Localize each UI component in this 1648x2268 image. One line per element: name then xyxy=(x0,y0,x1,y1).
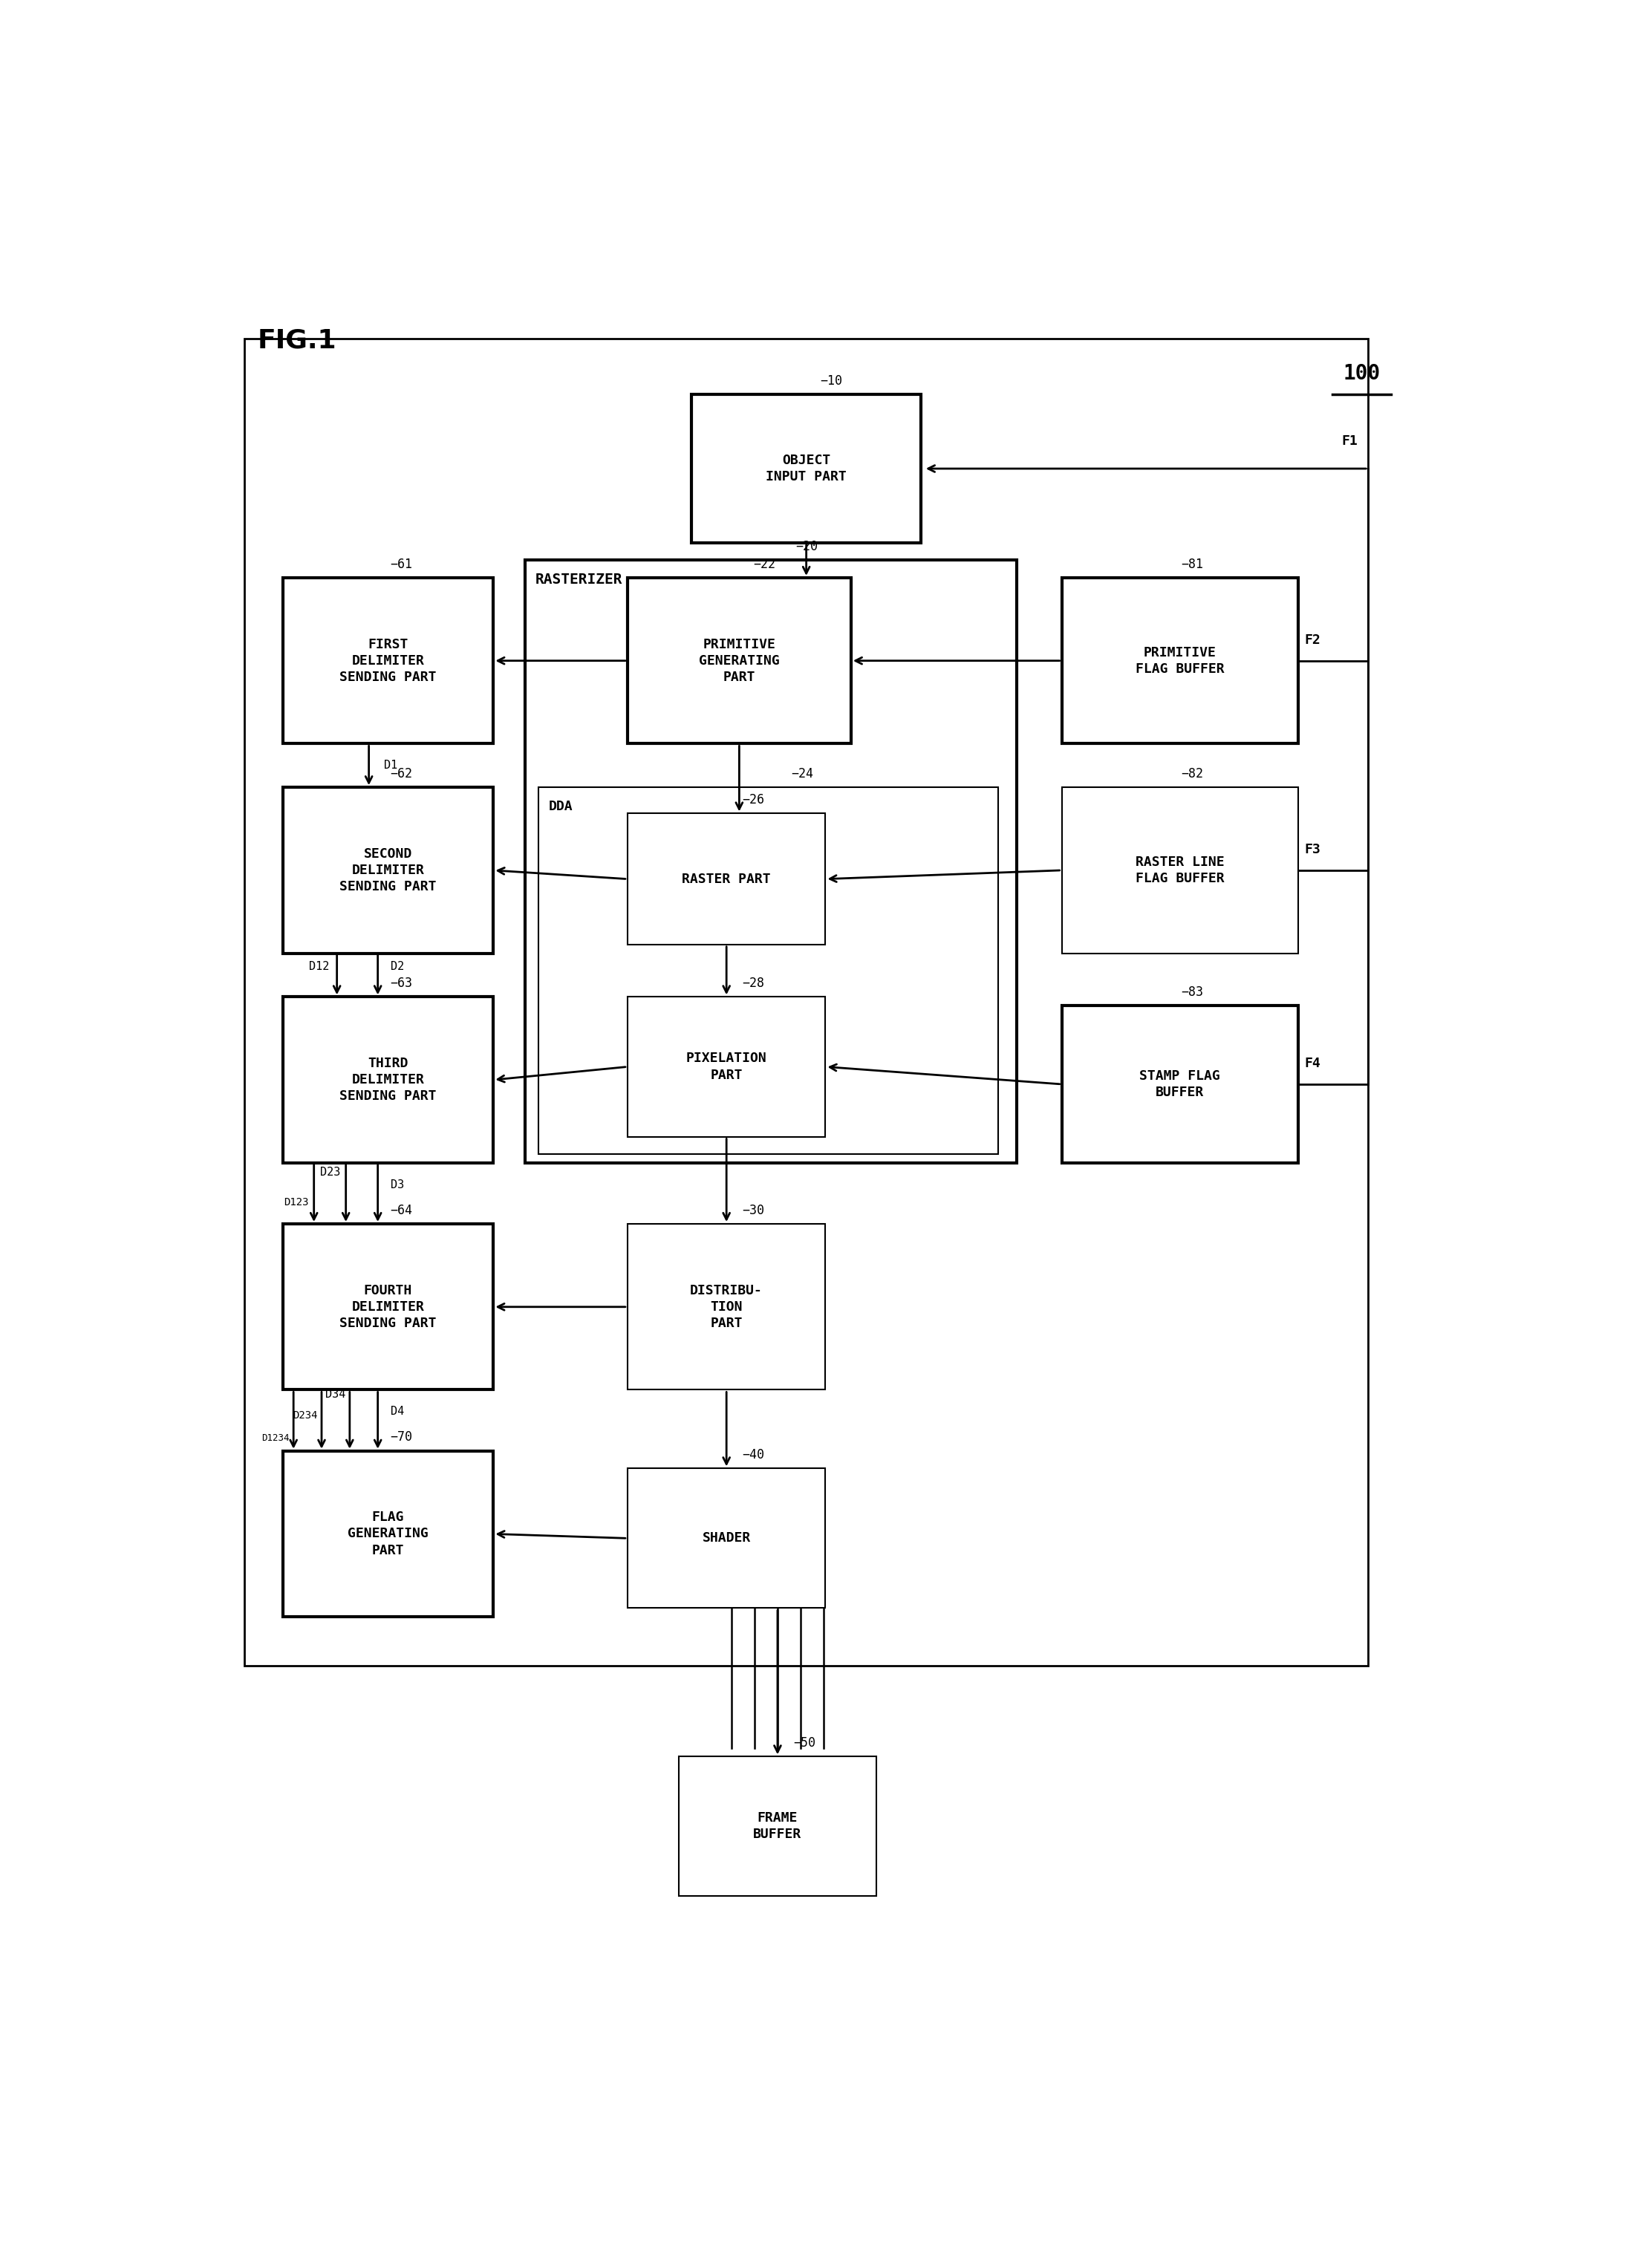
Text: D23: D23 xyxy=(320,1166,341,1177)
Text: PRIMITIVE
GENERATING
PART: PRIMITIVE GENERATING PART xyxy=(699,637,780,685)
Text: PRIMITIVE
FLAG BUFFER: PRIMITIVE FLAG BUFFER xyxy=(1135,646,1224,676)
FancyBboxPatch shape xyxy=(1061,578,1299,744)
Text: F1: F1 xyxy=(1341,433,1358,447)
FancyBboxPatch shape xyxy=(537,787,999,1154)
Text: RASTER PART: RASTER PART xyxy=(682,873,771,887)
Text: −64: −64 xyxy=(391,1204,412,1218)
Text: D12: D12 xyxy=(308,962,330,973)
FancyBboxPatch shape xyxy=(283,787,493,953)
Text: FOURTH
DELIMITER
SENDING PART: FOURTH DELIMITER SENDING PART xyxy=(339,1284,437,1329)
Text: F2: F2 xyxy=(1305,633,1320,646)
Text: FIRST
DELIMITER
SENDING PART: FIRST DELIMITER SENDING PART xyxy=(339,637,437,685)
Text: THIRD
DELIMITER
SENDING PART: THIRD DELIMITER SENDING PART xyxy=(339,1057,437,1102)
Text: STAMP FLAG
BUFFER: STAMP FLAG BUFFER xyxy=(1139,1068,1220,1100)
Text: DDA: DDA xyxy=(549,801,572,812)
Text: D3: D3 xyxy=(391,1179,404,1191)
Text: RASTER LINE
FLAG BUFFER: RASTER LINE FLAG BUFFER xyxy=(1135,855,1224,885)
Text: F3: F3 xyxy=(1305,844,1320,857)
Text: 100: 100 xyxy=(1343,363,1381,383)
Text: RASTERIZER: RASTERIZER xyxy=(536,572,623,587)
FancyBboxPatch shape xyxy=(628,578,850,744)
Text: −82: −82 xyxy=(1182,767,1203,780)
FancyBboxPatch shape xyxy=(628,814,826,943)
FancyBboxPatch shape xyxy=(628,998,826,1136)
Text: FRAME
BUFFER: FRAME BUFFER xyxy=(753,1812,803,1842)
Text: −62: −62 xyxy=(391,767,412,780)
Text: D1234: D1234 xyxy=(262,1433,290,1442)
Text: D234: D234 xyxy=(293,1411,318,1420)
FancyBboxPatch shape xyxy=(283,578,493,744)
FancyBboxPatch shape xyxy=(679,1755,877,1896)
Text: F4: F4 xyxy=(1305,1057,1320,1070)
Text: D4: D4 xyxy=(391,1406,404,1418)
Text: −22: −22 xyxy=(753,558,776,572)
Text: DISTRIBU-
TION
PART: DISTRIBU- TION PART xyxy=(691,1284,763,1329)
FancyBboxPatch shape xyxy=(1061,1005,1299,1163)
Text: FIG.1: FIG.1 xyxy=(257,329,336,354)
FancyBboxPatch shape xyxy=(283,998,493,1163)
Text: −83: −83 xyxy=(1182,984,1203,998)
Text: −26: −26 xyxy=(742,794,765,807)
Text: −28: −28 xyxy=(742,978,765,989)
Text: D123: D123 xyxy=(283,1198,308,1207)
Text: −40: −40 xyxy=(742,1447,765,1461)
FancyBboxPatch shape xyxy=(1061,787,1299,953)
FancyBboxPatch shape xyxy=(628,1225,826,1390)
Text: FLAG
GENERATING
PART: FLAG GENERATING PART xyxy=(348,1510,428,1558)
Text: −70: −70 xyxy=(391,1431,412,1445)
FancyBboxPatch shape xyxy=(692,395,921,542)
Text: PIXELATION
PART: PIXELATION PART xyxy=(686,1052,766,1082)
FancyBboxPatch shape xyxy=(283,1225,493,1390)
Text: D34: D34 xyxy=(326,1388,346,1399)
Text: OBJECT
INPUT PART: OBJECT INPUT PART xyxy=(766,454,847,483)
FancyBboxPatch shape xyxy=(283,1452,493,1617)
Text: SECOND
DELIMITER
SENDING PART: SECOND DELIMITER SENDING PART xyxy=(339,848,437,894)
Text: −20: −20 xyxy=(796,540,817,553)
FancyBboxPatch shape xyxy=(628,1467,826,1608)
Text: −50: −50 xyxy=(793,1737,816,1749)
Text: −81: −81 xyxy=(1182,558,1203,572)
Text: D2: D2 xyxy=(391,962,404,973)
Text: D1: D1 xyxy=(384,760,397,771)
Text: −63: −63 xyxy=(391,978,412,989)
Text: −30: −30 xyxy=(742,1204,765,1218)
Text: −24: −24 xyxy=(791,767,812,780)
FancyBboxPatch shape xyxy=(526,560,1017,1163)
Text: −10: −10 xyxy=(821,374,842,388)
Text: SHADER: SHADER xyxy=(702,1531,751,1545)
Text: −61: −61 xyxy=(391,558,412,572)
